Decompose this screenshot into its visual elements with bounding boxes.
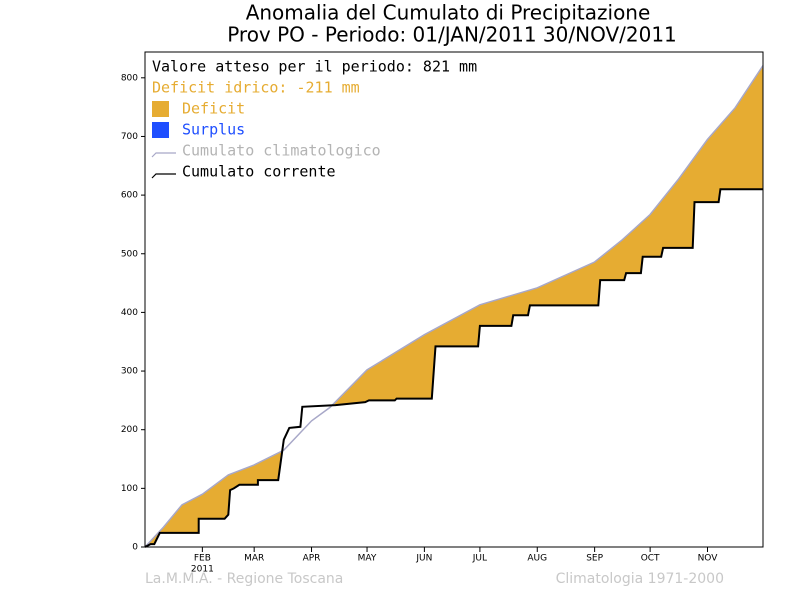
x-tick-label: OCT bbox=[641, 554, 660, 564]
chart-subtitle: Prov PO - Periodo: 01/JAN/2011 30/NOV/20… bbox=[227, 23, 677, 47]
legend-expected: Valore atteso per il periodo: 821 mm bbox=[152, 58, 477, 76]
x-tick-label: NOV bbox=[698, 554, 719, 564]
y-tick-label: 600 bbox=[121, 191, 138, 201]
legend-line bbox=[151, 152, 176, 158]
y-tick-label: 100 bbox=[121, 484, 138, 494]
legend-swatch bbox=[152, 122, 169, 138]
y-tick-label: 400 bbox=[121, 308, 138, 318]
series-line bbox=[144, 188, 763, 548]
x-tick-label: JUL bbox=[472, 554, 487, 564]
chart-title: Anomalia del Cumulato di Precipitazione bbox=[246, 1, 651, 25]
legend-label: Cumulato climatologico bbox=[182, 142, 381, 160]
x-tick-label: APR bbox=[303, 554, 321, 564]
x-tick-label: MAY bbox=[358, 554, 377, 564]
plot-frame bbox=[144, 51, 764, 548]
x-tick-label: SEP bbox=[586, 554, 603, 564]
y-tick-label: 0 bbox=[132, 543, 138, 553]
legend-swatch bbox=[152, 101, 169, 117]
x-tick-label: JUN bbox=[415, 554, 432, 564]
x-tick-label: MAR bbox=[244, 554, 264, 564]
y-tick-label: 300 bbox=[121, 367, 138, 377]
x-tick-label: AUG bbox=[527, 554, 547, 564]
y-tick-label: 800 bbox=[121, 73, 138, 83]
below-current bbox=[145, 189, 763, 547]
series-line bbox=[144, 65, 764, 548]
y-tick-label: 500 bbox=[121, 249, 138, 259]
x-tick-label: FEB bbox=[194, 554, 211, 564]
x-sublabel: 2011 bbox=[191, 565, 214, 575]
legend-label: Deficit bbox=[182, 100, 245, 118]
y-tick-label: 700 bbox=[121, 132, 138, 142]
legend-label: Surplus bbox=[182, 121, 245, 139]
footer-left: La.M.M.A. - Regione Toscana bbox=[145, 571, 343, 587]
legend-line bbox=[151, 173, 176, 179]
footer-right: Climatologia 1971-2000 bbox=[556, 571, 724, 587]
legend-deficit-text: Deficit idrico: -211 mm bbox=[152, 79, 360, 97]
legend-label: Cumulato corrente bbox=[182, 163, 336, 181]
y-tick-label: 200 bbox=[121, 425, 138, 435]
